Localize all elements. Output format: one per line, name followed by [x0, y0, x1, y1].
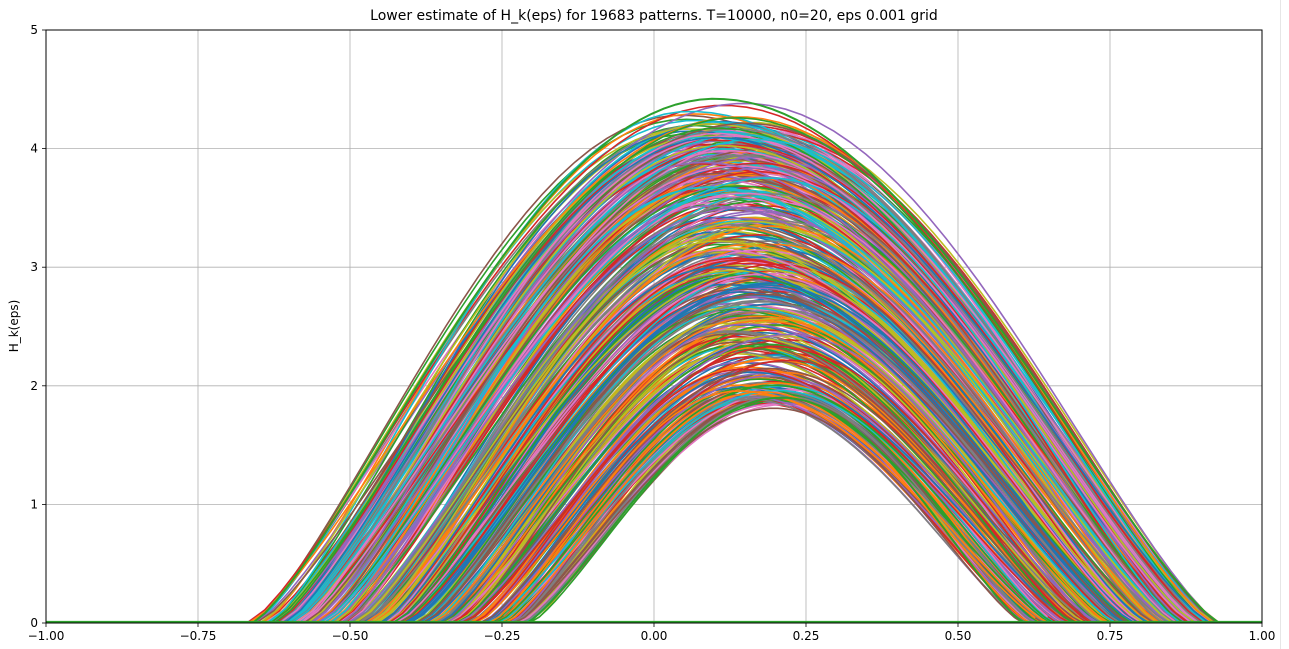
series-line	[46, 282, 1262, 623]
x-tick-label: 0.00	[641, 629, 668, 643]
series-line	[46, 407, 1262, 623]
y-tick-label: 1	[30, 497, 38, 511]
series-line	[46, 368, 1262, 623]
series-line	[46, 315, 1262, 623]
y-tick-label: 0	[30, 616, 38, 630]
series-line	[46, 384, 1262, 623]
series-line	[46, 323, 1262, 623]
x-tick-label: 1.00	[1249, 629, 1276, 643]
series-line	[46, 136, 1262, 623]
series-line	[46, 259, 1262, 623]
chart-title: Lower estimate of H_k(eps) for 19683 pat…	[370, 8, 938, 24]
data-series	[46, 97, 1262, 623]
series-line	[46, 382, 1262, 623]
y-tick-label: 2	[30, 379, 38, 393]
x-tick-label: 0.50	[945, 629, 972, 643]
series-line	[46, 343, 1262, 623]
series-line	[46, 192, 1262, 623]
y-tick-label: 4	[30, 142, 38, 156]
envelope-line	[252, 97, 1220, 623]
y-axis: 0 1 2 3 4 5	[30, 23, 46, 630]
series-line	[46, 319, 1262, 623]
series-line	[46, 305, 1262, 623]
series-line	[46, 301, 1262, 623]
series-line	[46, 285, 1118, 623]
y-tick-label: 3	[30, 260, 38, 274]
series-line	[46, 403, 1262, 623]
series-line	[46, 240, 1262, 623]
y-axis-label: H_k(eps)	[7, 300, 21, 353]
x-tick-label: −0.50	[332, 629, 369, 643]
series-line	[46, 238, 1262, 623]
series-line	[46, 333, 1262, 623]
series-line	[46, 378, 1262, 623]
window-edge	[1280, 0, 1281, 649]
y-tick-label: 5	[30, 23, 38, 37]
series-line	[46, 367, 1262, 623]
series-line	[46, 303, 1262, 623]
series-line	[46, 344, 1262, 623]
series-line	[46, 293, 1262, 623]
series-line	[46, 177, 1262, 623]
series-line	[46, 371, 1262, 623]
series-line	[46, 398, 1262, 623]
x-tick-label: 0.75	[1097, 629, 1124, 643]
series-line	[46, 186, 1262, 623]
series-line	[46, 247, 1262, 623]
series-line	[46, 144, 1262, 623]
series-line	[46, 220, 1262, 623]
series-line	[46, 371, 1262, 623]
envelope-line	[525, 396, 1026, 623]
series-line	[46, 149, 1262, 623]
series-line	[46, 132, 1262, 623]
series-line	[46, 122, 1262, 623]
series-line	[46, 345, 1262, 623]
x-axis: −1.00 −0.75 −0.50 −0.25 0.00 0.25 0.50 0.75 1.00	[28, 623, 1276, 643]
series-line	[46, 225, 1262, 623]
series-line	[46, 358, 1262, 623]
series-line	[46, 138, 1262, 623]
x-tick-label: −0.25	[484, 629, 521, 643]
series-line	[46, 226, 1262, 623]
x-tick-label: −1.00	[28, 629, 65, 643]
x-tick-label: 0.25	[793, 629, 820, 643]
series-line	[46, 104, 1262, 623]
series-line	[46, 283, 1262, 623]
series-line	[46, 223, 1262, 623]
series-line	[46, 116, 1262, 623]
x-tick-label: −0.75	[180, 629, 217, 643]
series-line	[46, 161, 1262, 623]
